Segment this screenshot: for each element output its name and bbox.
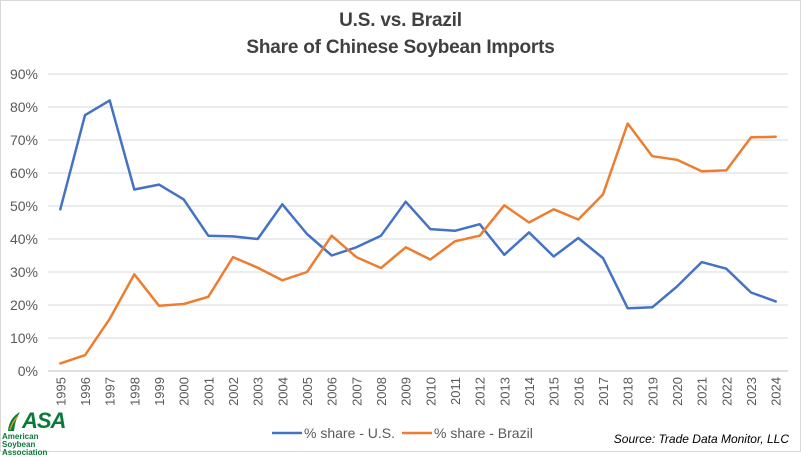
x-tick-label: 2021 <box>695 377 710 406</box>
series-line-brazil <box>59 122 777 365</box>
y-tick-label: 50% <box>10 198 38 214</box>
chart-title: U.S. vs. Brazil <box>339 10 462 31</box>
x-tick-label: 1999 <box>152 377 167 406</box>
x-tick-label: 2019 <box>645 377 660 406</box>
x-tick-label: 2022 <box>719 377 734 406</box>
x-tick-label: 2015 <box>547 377 562 406</box>
logo-subtext: American Soybean Association <box>2 432 48 457</box>
x-tick-label: 2020 <box>670 377 685 406</box>
legend-label: % share - U.S. <box>304 425 395 441</box>
x-tick-label: 2011 <box>448 377 463 405</box>
x-tick-label: 2010 <box>423 377 438 406</box>
x-tick-label: 2013 <box>497 377 512 406</box>
y-tick-label: 20% <box>10 297 38 313</box>
x-tick-label: 2009 <box>399 377 414 406</box>
x-tick-label: 2014 <box>522 377 537 406</box>
x-tick-label: 2016 <box>571 377 586 406</box>
x-tick-label: 2004 <box>275 377 290 406</box>
x-tick-label: 2017 <box>596 377 611 406</box>
chart-subtitle: Share of Chinese Soybean Imports <box>246 37 555 58</box>
x-tick-label: 2001 <box>201 377 216 406</box>
y-tick-label: 40% <box>10 231 38 247</box>
x-tick-label: 2012 <box>473 377 488 406</box>
x-tick-label: 2005 <box>300 377 315 406</box>
y-tick-label: 80% <box>10 99 38 115</box>
logo-mark-text: ASA <box>22 408 66 433</box>
y-tick-label: 90% <box>10 66 38 82</box>
y-tick-label: 10% <box>10 330 38 346</box>
source-note: Source: Trade Data Monitor, LLC <box>613 432 789 446</box>
x-tick-label: 2002 <box>226 377 241 406</box>
x-tick-label: 1996 <box>78 377 93 406</box>
x-tick-label: 2023 <box>744 377 759 406</box>
x-tick-label: 2000 <box>177 377 192 406</box>
x-tick-label: 1998 <box>127 377 142 406</box>
y-tick-label: 30% <box>10 264 38 280</box>
soybean-leaf-icon <box>8 412 20 431</box>
x-tick-label: 1997 <box>103 377 118 406</box>
x-tick-label: 2003 <box>251 377 266 406</box>
x-tick-label: 2006 <box>325 377 340 406</box>
y-tick-label: 0% <box>18 363 38 379</box>
legend-label: % share - Brazil <box>434 425 533 441</box>
asa-logo: ASA American Soybean Association <box>2 408 72 457</box>
x-tick-label: 2007 <box>349 377 364 406</box>
x-tick-label: 1995 <box>53 377 68 406</box>
x-tick-label: 2024 <box>769 377 784 406</box>
y-tick-label: 70% <box>10 132 38 148</box>
y-tick-label: 60% <box>10 165 38 181</box>
series-line-us <box>59 99 777 310</box>
x-tick-label: 2008 <box>374 377 389 406</box>
x-tick-label: 2018 <box>621 377 636 406</box>
